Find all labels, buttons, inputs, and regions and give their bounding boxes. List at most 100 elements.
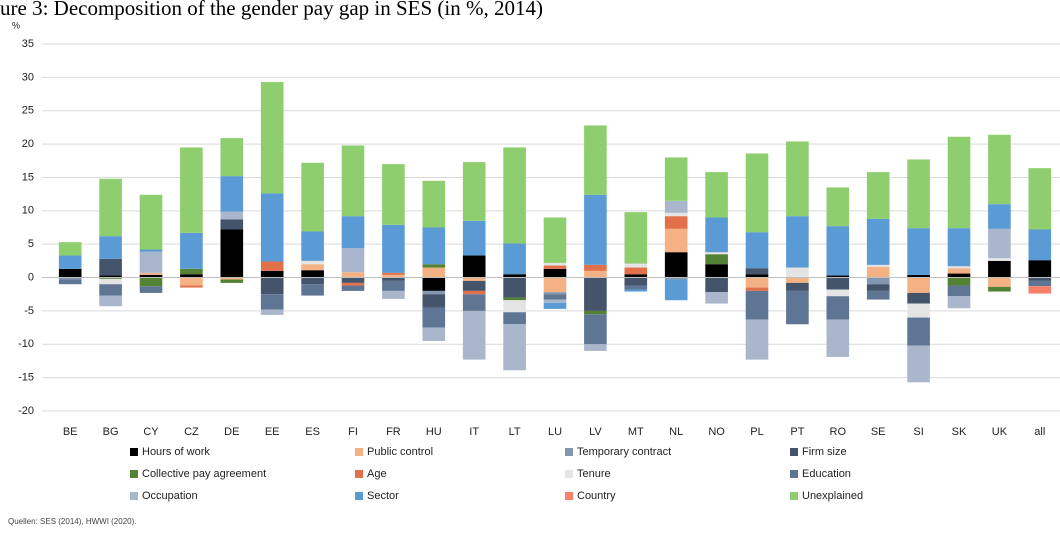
bar-segment <box>866 264 890 267</box>
bar-segment <box>422 327 446 341</box>
bar-segment <box>584 277 607 311</box>
bar-segment <box>260 294 284 310</box>
bar-segment <box>503 147 526 244</box>
y-tick-label: 35 <box>22 38 34 50</box>
bar-segment <box>301 231 324 261</box>
bar-segment <box>180 277 203 286</box>
bar-segment <box>180 232 203 269</box>
bar-segment <box>341 282 365 286</box>
bar-segment <box>584 264 607 271</box>
bar-segment <box>220 277 244 280</box>
y-tick-label: 10 <box>22 205 34 217</box>
bar-segment <box>220 211 244 220</box>
bar-segment <box>745 277 769 288</box>
bar-segment <box>58 279 82 285</box>
bar-segment <box>382 274 405 278</box>
x-tick-label: all <box>1034 426 1045 438</box>
bar-segment <box>503 277 526 298</box>
bar-segment <box>826 187 850 227</box>
bar-segment <box>462 162 486 221</box>
bar-segment <box>1028 260 1052 278</box>
bar-segment <box>826 277 850 290</box>
bar-segment <box>503 300 526 313</box>
bar-segment <box>99 258 122 276</box>
legend-label: Tenure <box>577 468 611 480</box>
y-tick-label: 15 <box>22 171 34 183</box>
bar-segment <box>866 277 890 285</box>
bar-segment <box>584 314 607 345</box>
bar-segment <box>664 212 688 217</box>
bar-segment <box>988 277 1011 287</box>
bar-segment <box>705 292 728 304</box>
bar-segment <box>382 164 405 225</box>
y-tick-label: 0 <box>28 271 34 283</box>
bar-segment <box>422 267 446 278</box>
bar-segment <box>1028 168 1052 230</box>
bar-segment <box>462 277 486 281</box>
legend-swatch <box>130 470 138 478</box>
bar-segment <box>139 274 163 278</box>
bar-segment <box>947 266 971 269</box>
bar-segment <box>907 228 930 275</box>
legend-label: Firm size <box>802 446 847 458</box>
bar-segment <box>826 275 850 278</box>
bar-segment <box>947 277 971 286</box>
x-tick-label: EE <box>265 426 280 438</box>
bar-segment <box>907 292 930 304</box>
bar-segment <box>907 303 930 318</box>
bar-segment <box>907 317 930 346</box>
bar-segment <box>988 258 1011 261</box>
y-tick-label: 25 <box>22 105 34 117</box>
x-tick-label: PL <box>750 426 763 438</box>
bar-segment <box>260 82 284 194</box>
bar-segment <box>745 268 769 275</box>
bar-segment <box>745 290 769 320</box>
bar-segment <box>543 277 567 293</box>
bar-segment <box>988 228 1011 259</box>
y-tick-label: 5 <box>28 238 34 250</box>
bar-segment <box>139 251 163 273</box>
bar-segment <box>220 229 244 278</box>
bar-segment <box>705 277 728 293</box>
bar-segment <box>180 268 203 275</box>
bar-segment <box>422 294 446 308</box>
bar-segment <box>745 287 769 291</box>
bar-segment <box>1028 286 1052 294</box>
bar-segment <box>301 270 324 278</box>
bar-segment <box>907 345 930 383</box>
bar-segment <box>866 284 890 291</box>
bar-segment <box>786 267 809 278</box>
bar-segment <box>624 289 648 292</box>
bar-segment <box>826 296 850 320</box>
bar-segment <box>584 194 607 265</box>
bar-segment <box>584 310 607 315</box>
x-tick-label: PT <box>790 426 804 438</box>
bar-segment <box>664 277 688 280</box>
bar-segment <box>301 264 324 271</box>
bar-segment <box>543 299 567 303</box>
legend-label: Age <box>367 468 387 480</box>
bar-segment <box>503 243 526 275</box>
legend-swatch <box>565 448 573 456</box>
bar-segment <box>180 285 203 288</box>
bar-segment <box>866 290 890 300</box>
bar-segment <box>866 172 890 219</box>
legend-swatch <box>790 492 798 500</box>
bar-segment <box>907 274 930 278</box>
legend-swatch <box>565 470 573 478</box>
bar-segment <box>947 136 971 229</box>
bar-segment <box>745 319 769 360</box>
bar-segment <box>58 268 82 278</box>
x-tick-label: BG <box>103 426 119 438</box>
bar-segment <box>907 159 930 229</box>
bar-segment <box>422 277 446 291</box>
bar-segment <box>139 194 163 250</box>
bar-segment <box>301 284 324 296</box>
bar-segment <box>786 216 809 268</box>
bar-segment <box>462 280 486 291</box>
legend-swatch <box>355 492 363 500</box>
bar-segment <box>664 216 688 229</box>
x-tick-label: SI <box>913 426 923 438</box>
bar-segment <box>543 294 567 300</box>
